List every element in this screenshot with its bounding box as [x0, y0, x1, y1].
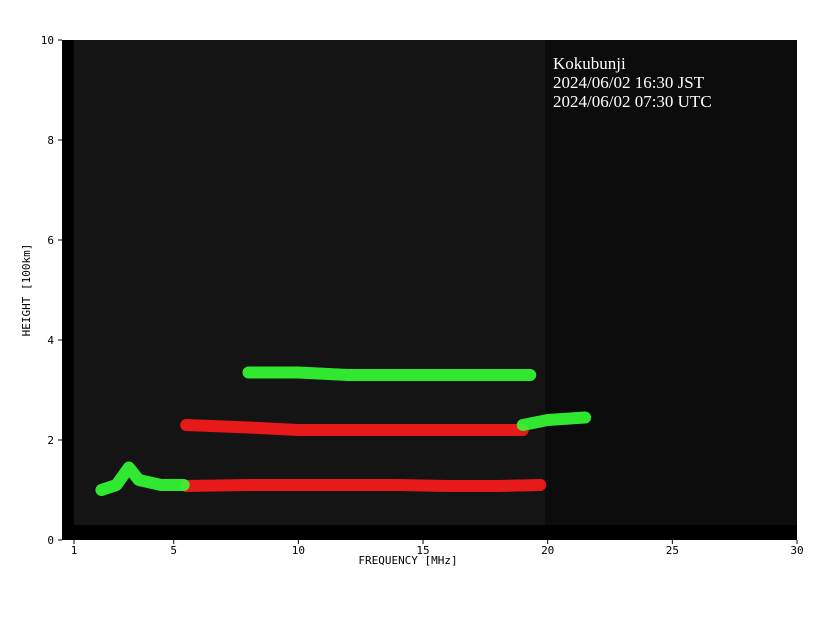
- y-tick-label: 0: [47, 534, 54, 547]
- x-tick-label: 5: [170, 544, 177, 557]
- plot-shade: [545, 40, 797, 525]
- x-tick-label: 25: [666, 544, 679, 557]
- plot-edge: [62, 40, 74, 540]
- x-tick-label: 30: [790, 544, 803, 557]
- y-tick-label: 6: [47, 234, 54, 247]
- y-tick-label: 8: [47, 134, 54, 147]
- x-tick-label: 1: [71, 544, 78, 557]
- echo-trace: [180, 479, 547, 492]
- x-axis-label: FREQUENCY [MHz]: [358, 554, 457, 567]
- echo-trace: [95, 461, 190, 496]
- echo-trace: [516, 411, 592, 431]
- y-tick-label: 10: [41, 34, 54, 47]
- y-tick-label: 2: [47, 434, 54, 447]
- annotation: 2024/06/02 07:30 UTC: [553, 92, 712, 111]
- echo-trace: [242, 366, 537, 381]
- y-tick-label: 4: [47, 334, 54, 347]
- plot-floor: [62, 525, 797, 540]
- y-axis-label: HEIGHT [100km]: [20, 244, 33, 337]
- x-tick-label: 20: [541, 544, 554, 557]
- x-tick-label: 15: [416, 544, 429, 557]
- echo-trace: [180, 419, 529, 436]
- x-tick-label: 10: [292, 544, 305, 557]
- annotation: Kokubunji: [553, 54, 626, 73]
- annotation: 2024/06/02 16:30 JST: [553, 73, 705, 92]
